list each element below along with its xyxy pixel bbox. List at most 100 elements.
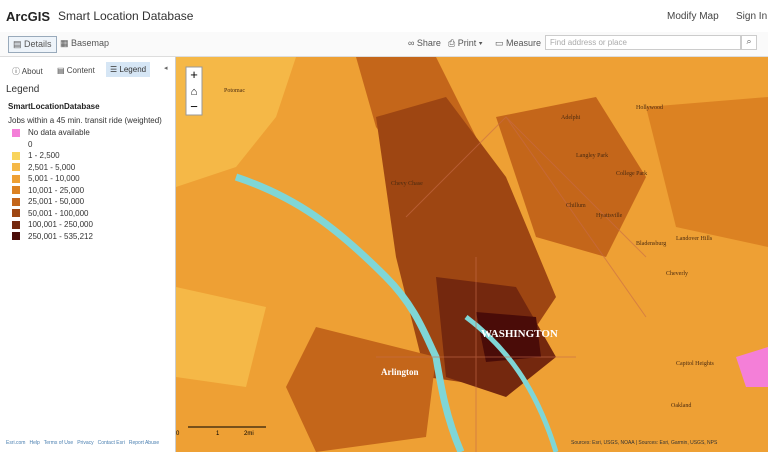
details-label: Details — [24, 39, 52, 49]
legend-label: 100,001 - 250,000 — [28, 220, 93, 230]
place-label: Chillum — [566, 203, 586, 209]
legend-item: 0 — [0, 139, 93, 151]
legend-swatch — [12, 163, 20, 172]
print-button[interactable]: ⎙ Print ▾ — [448, 38, 483, 48]
legend-swatch — [12, 128, 20, 137]
print-label: Print — [457, 38, 477, 48]
footer-link[interactable]: Help — [29, 440, 40, 446]
details-button[interactable]: ▤ Details — [8, 36, 57, 53]
region — [476, 312, 541, 362]
legend-swatch — [12, 220, 20, 229]
app-name[interactable]: ArcGIS — [6, 9, 51, 24]
place-label: Arlington — [381, 367, 419, 377]
content-tab[interactable]: ▤ Content — [57, 66, 95, 75]
footer-link[interactable]: Report Abuse — [128, 440, 160, 446]
place-label: Adelphi — [561, 115, 581, 121]
place-label: Capitol Heights — [676, 361, 714, 367]
zoom-frame — [185, 66, 203, 116]
side-panel: ⓘ About ▤ Content ☰ Legend ◂ Legend Smar… — [0, 57, 176, 452]
collapse-button[interactable]: ◂ — [164, 65, 168, 72]
legend-swatch — [12, 151, 20, 160]
place-label: Hyattsville — [596, 213, 623, 219]
footer-link[interactable]: Terms of Use — [43, 440, 74, 446]
place-label: Bladensburg — [636, 241, 666, 247]
legend-tab[interactable]: ☰ Legend — [106, 62, 151, 77]
scale-label: 2mi — [244, 431, 254, 437]
zoom-control: + ⌂ − — [185, 66, 203, 116]
footer-links: Esri.com Help Terms of Use Privacy Contact E… — [6, 440, 159, 446]
basemap-label: Basemap — [71, 38, 110, 48]
map-labels: WASHINGTON Arlington Hollywood Adelphi Langl… — [224, 88, 714, 409]
legend-heading: Legend — [6, 84, 40, 95]
toolbar: ▤ Details ▦ Basemap ∞ Share ⎙ Print ▾ ▭ … — [0, 32, 768, 57]
scale-label: 0 — [176, 431, 180, 437]
legend-item: 1 - 2,500 — [0, 150, 93, 162]
search-button[interactable]: ⌕ — [741, 35, 757, 50]
place-label: Cheverly — [666, 271, 688, 277]
river — [464, 315, 559, 452]
footer-link[interactable]: Esri.com — [6, 440, 26, 446]
home[interactable]: ⌂ — [191, 86, 198, 98]
legend-swatch — [12, 197, 20, 206]
legend-label: 0 — [28, 139, 33, 149]
legend-item: 100,001 - 250,000 — [0, 219, 93, 231]
content-label: Content — [66, 66, 95, 75]
legend-swatch — [12, 186, 20, 195]
region — [176, 287, 266, 387]
legend-label: 250,001 - 535,212 — [28, 231, 93, 241]
place-label: Chevy Chase — [391, 181, 423, 187]
field-name: Jobs within a 45 min. transit ride (weig… — [8, 116, 162, 125]
place-label: Landover Hills — [676, 236, 713, 242]
legend-swatch — [12, 232, 20, 241]
legend-item: 2,501 - 5,000 — [0, 162, 93, 174]
header: ArcGIS Smart Location Database Modify Ma… — [0, 0, 768, 32]
legend-label: 5,001 - 10,000 — [28, 174, 80, 184]
roads — [376, 116, 647, 452]
modify-map[interactable]: Modify Map — [667, 11, 719, 22]
legend-label: 1 - 2,500 — [28, 151, 60, 161]
basemap-button[interactable]: ▦ Basemap — [60, 38, 110, 48]
legend-label: 50,001 - 100,000 — [28, 208, 89, 218]
region — [176, 57, 296, 187]
sign-in[interactable]: Sign In — [736, 11, 768, 22]
place-label: Hollywood — [636, 105, 663, 111]
legend-items: No data available 0 1 - 2,500 2,501 - 5,000… — [0, 127, 93, 242]
about-label: About — [21, 67, 43, 76]
legend-item: No data available — [0, 127, 93, 139]
share-label: Share — [416, 38, 441, 48]
search-box[interactable]: Find address or place — [545, 35, 741, 50]
measure-label: Measure — [506, 38, 542, 48]
place-label: Langley Park — [576, 153, 608, 159]
legend-item: 250,001 - 535,212 — [0, 231, 93, 243]
river — [234, 173, 465, 452]
legend-label: No data available — [28, 128, 90, 138]
zoom-in[interactable]: + — [190, 67, 198, 82]
place-label: College Park — [616, 171, 647, 177]
footer-link[interactable]: Contact Esri — [97, 440, 125, 446]
legend-item: 25,001 - 50,000 — [0, 196, 93, 208]
legend-label: 2,501 - 5,000 — [28, 162, 76, 172]
legend-tab-label: Legend — [119, 65, 147, 74]
legend-swatch — [12, 209, 20, 218]
zoom-out[interactable]: − — [190, 99, 198, 114]
map[interactable]: + ⌂ − WASHINGTON Arlington Hollywood Adelph… — [176, 57, 768, 452]
legend-swatch — [12, 174, 20, 183]
legend-item: 5,001 - 10,000 — [0, 173, 93, 185]
about-tab[interactable]: ⓘ About — [12, 67, 43, 76]
footer-link[interactable]: Privacy — [77, 440, 94, 446]
scale-label: 1 — [216, 431, 220, 437]
layer-name: SmartLocationDatabase — [8, 102, 100, 111]
region — [496, 97, 646, 257]
region — [646, 97, 768, 247]
legend-item: 50,001 - 100,000 — [0, 208, 93, 220]
legend-label: 25,001 - 50,000 — [28, 197, 85, 207]
map-title: Smart Location Database — [58, 9, 194, 23]
legend-label: 10,001 - 25,000 — [28, 185, 85, 195]
legend-item: 10,001 - 25,000 — [0, 185, 93, 197]
share-button[interactable]: ∞ Share — [408, 38, 441, 48]
legend-swatch — [12, 140, 20, 149]
region — [736, 347, 768, 387]
measure-button[interactable]: ▭ Measure — [495, 38, 542, 48]
place-label: WASHINGTON — [481, 328, 558, 340]
place-label: Oakland — [671, 403, 691, 409]
